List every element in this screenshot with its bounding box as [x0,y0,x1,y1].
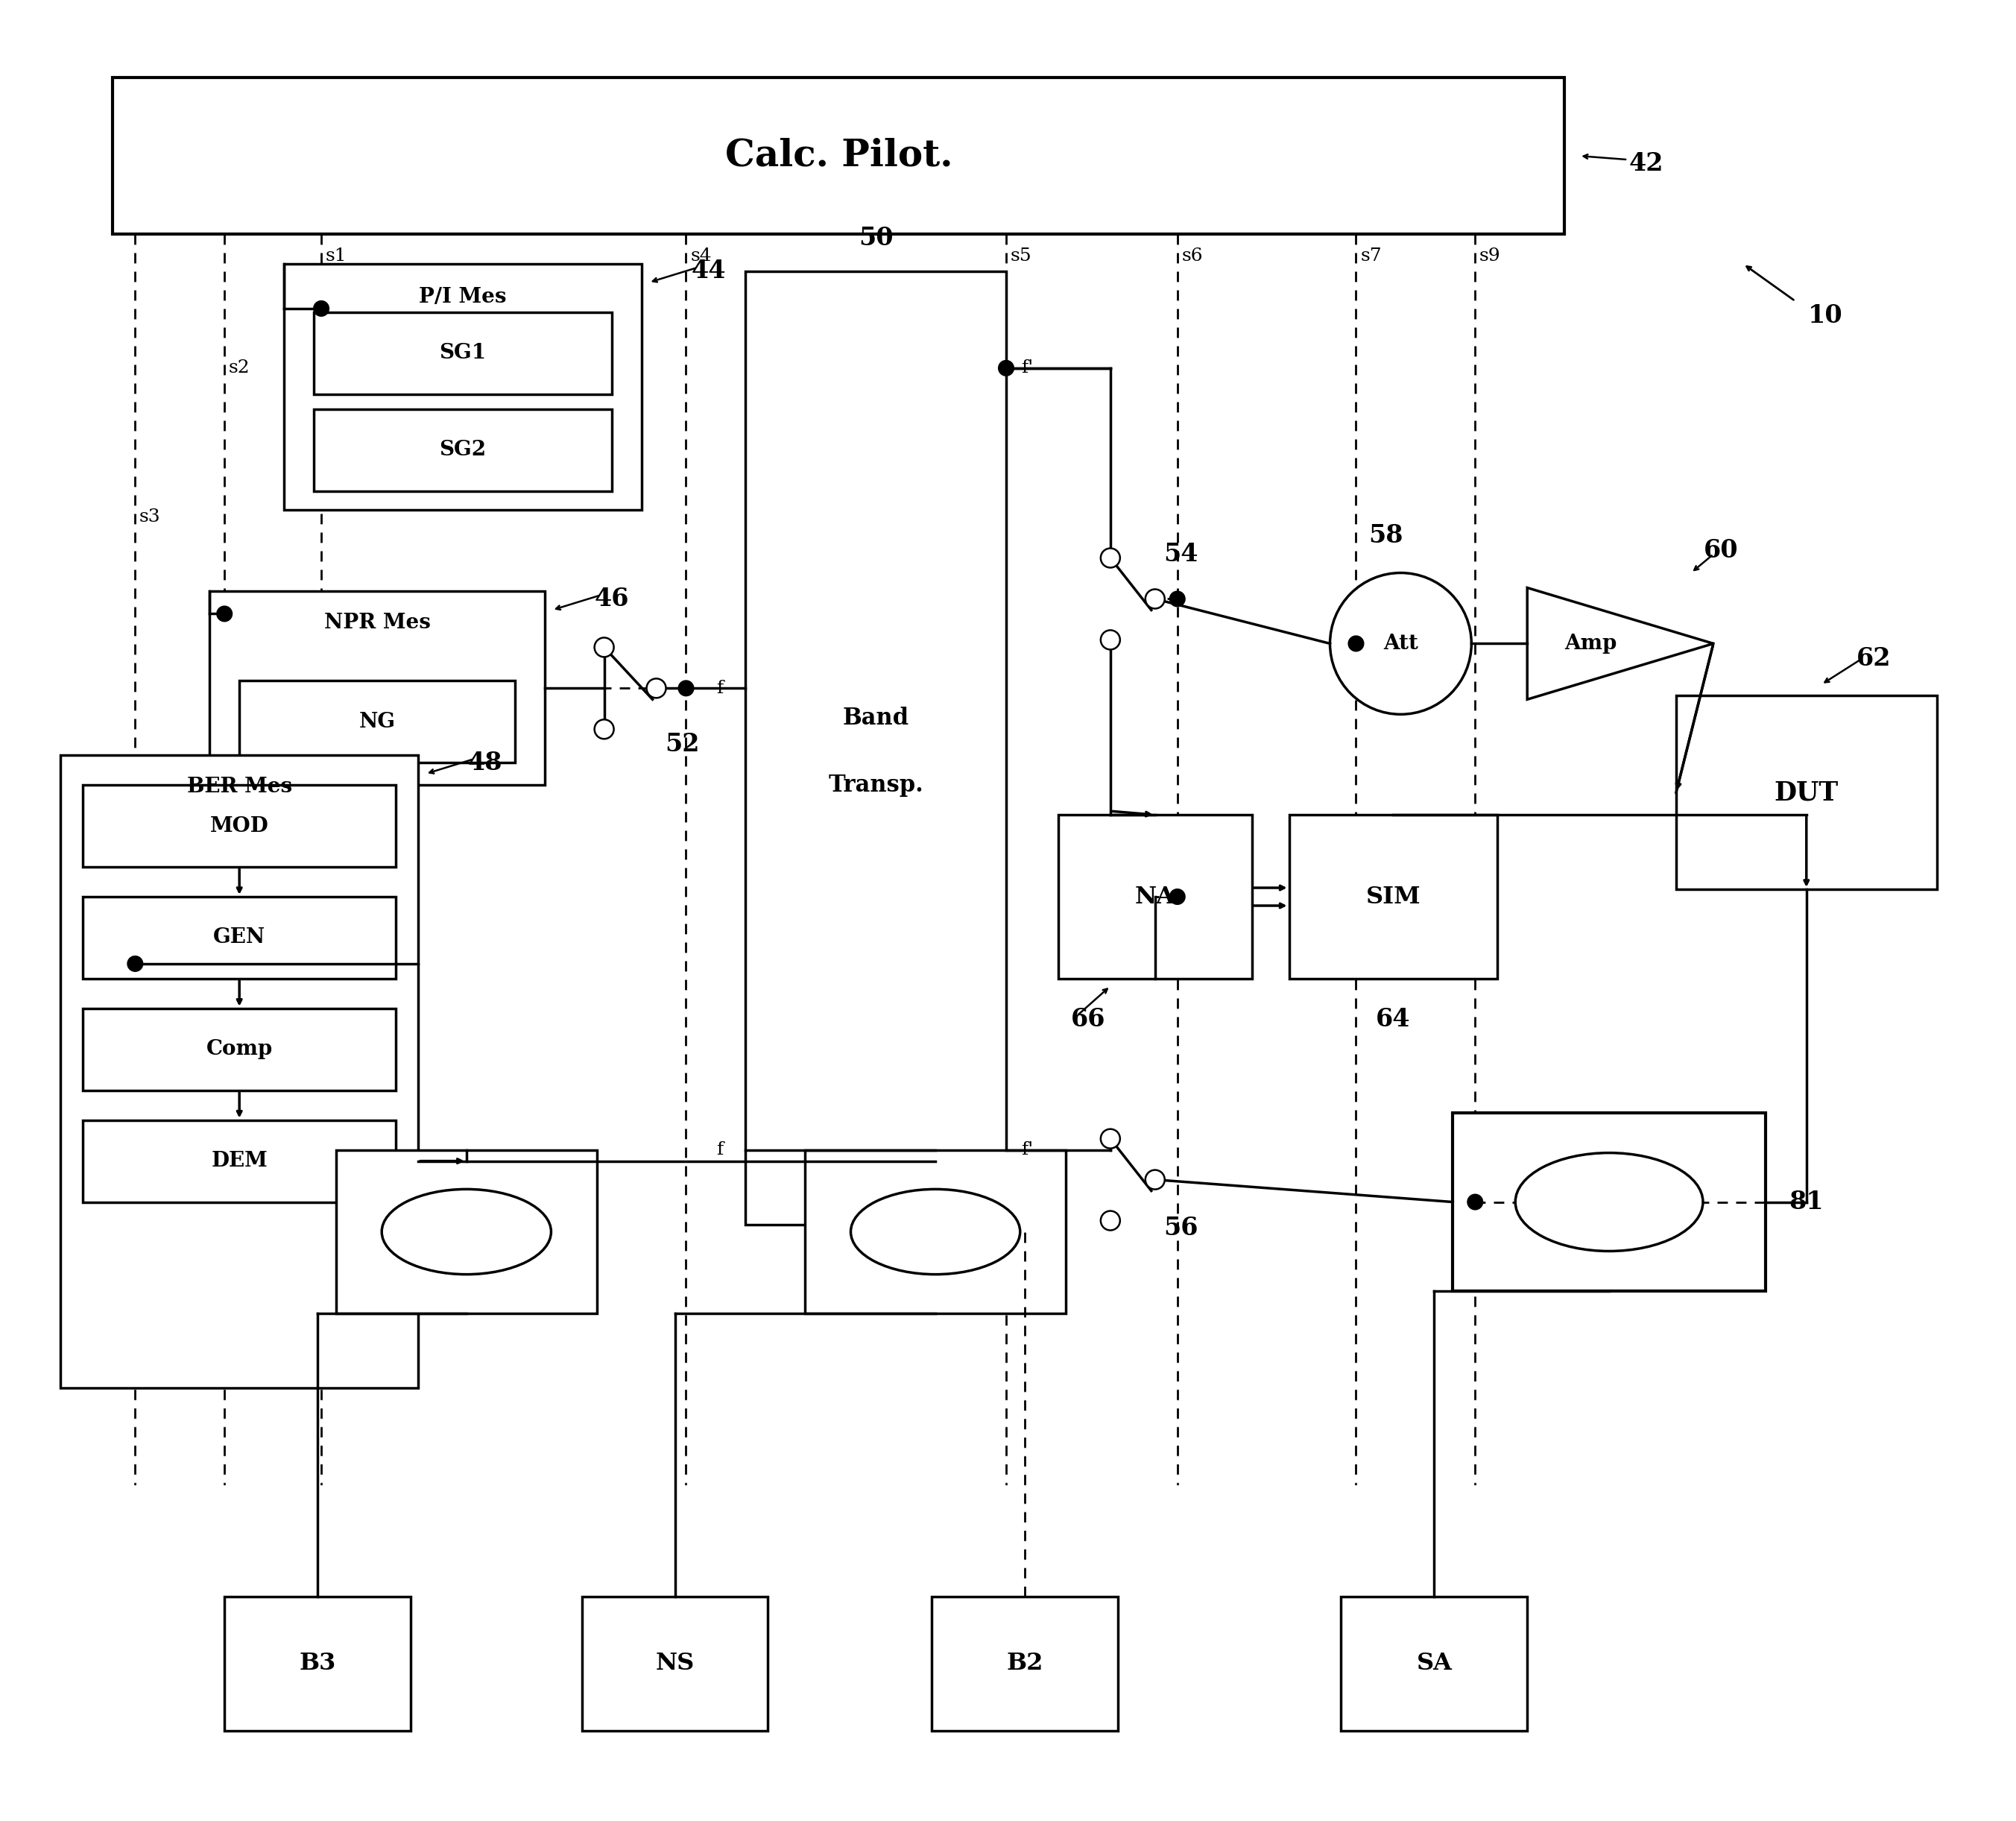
Text: Transp.: Transp. [829,774,923,796]
Text: Amp: Amp [1564,634,1617,654]
Ellipse shape [381,1189,550,1275]
Bar [1675,696,1937,889]
Polygon shape [1528,588,1714,699]
Bar [83,896,395,978]
Circle shape [1101,548,1121,568]
Text: 66: 66 [1070,1007,1105,1033]
Bar [931,1597,1117,1730]
Text: s7: s7 [1361,248,1381,266]
Text: MOD: MOD [210,816,268,836]
Bar [284,264,641,510]
Text: 42: 42 [1629,151,1663,175]
Text: s4: s4 [689,248,712,266]
Circle shape [314,300,329,317]
Text: SG1: SG1 [439,342,486,362]
Text: 10: 10 [1808,304,1843,328]
Text: B2: B2 [1006,1652,1042,1675]
Bar [583,1597,768,1730]
Circle shape [1169,592,1185,606]
Text: s2: s2 [228,359,250,377]
Text: NPR Mes: NPR Mes [325,612,429,632]
Text: 58: 58 [1369,523,1403,548]
Text: GEN: GEN [214,927,266,947]
Text: SG2: SG2 [439,441,486,461]
Circle shape [647,679,665,697]
Circle shape [1145,590,1165,608]
Bar [83,1120,395,1202]
Bar [113,78,1564,235]
Text: 64: 64 [1375,1007,1411,1033]
Text: SA: SA [1417,1652,1452,1675]
Text: Band: Band [843,707,909,730]
Text: Calc. Pilot.: Calc. Pilot. [726,138,952,175]
Text: P/I Mes: P/I Mes [419,288,506,308]
Text: 46: 46 [595,586,629,612]
Text: BER Mes: BER Mes [187,776,292,796]
Text: 48: 48 [468,750,502,776]
Circle shape [127,956,143,971]
Text: Att: Att [1383,634,1417,654]
Text: 81: 81 [1788,1189,1824,1215]
Text: 62: 62 [1857,646,1891,670]
Circle shape [1101,630,1121,650]
Circle shape [595,719,613,739]
Bar [1288,814,1498,978]
Text: f: f [716,1142,724,1158]
Text: NS: NS [655,1652,694,1675]
Bar [337,1149,597,1313]
Text: DUT: DUT [1774,779,1839,805]
Text: f: f [716,679,724,697]
Circle shape [1101,1129,1121,1149]
Bar [1058,814,1252,978]
Bar [314,311,611,393]
Text: 60: 60 [1704,539,1738,563]
Text: 54: 54 [1163,543,1198,566]
Bar [224,1597,411,1730]
Text: 50: 50 [859,226,893,249]
Text: f': f' [1020,359,1032,377]
Bar [210,592,544,785]
Text: s3: s3 [139,508,161,526]
Bar [60,756,417,1388]
Circle shape [1145,1169,1165,1189]
Text: s9: s9 [1480,248,1500,266]
Text: Comp: Comp [206,1040,272,1060]
Circle shape [679,681,694,696]
Ellipse shape [851,1189,1020,1275]
Bar [804,1149,1066,1313]
Circle shape [218,606,232,621]
Bar [83,1009,395,1091]
Circle shape [1101,1211,1121,1231]
Text: 52: 52 [665,732,700,756]
Text: B3: B3 [298,1652,337,1675]
Text: NA: NA [1135,885,1175,909]
Bar [1341,1597,1528,1730]
Text: s1: s1 [325,248,347,266]
Circle shape [595,637,613,657]
Circle shape [998,361,1014,375]
Bar [240,681,514,763]
Text: SIM: SIM [1365,885,1421,909]
Circle shape [1349,636,1363,652]
Text: f': f' [1020,1142,1032,1158]
Text: 44: 44 [691,259,726,284]
Bar [83,785,395,867]
Text: s5: s5 [1010,248,1032,266]
Text: 56: 56 [1163,1216,1198,1240]
Bar [746,271,1006,1224]
Text: DEM: DEM [212,1151,268,1171]
Ellipse shape [1516,1153,1704,1251]
Text: s6: s6 [1181,248,1204,266]
Text: NG: NG [359,712,395,732]
Circle shape [1331,574,1472,714]
Circle shape [1169,889,1185,905]
Bar [1454,1113,1766,1291]
Circle shape [1468,1195,1482,1209]
Bar [314,410,611,492]
